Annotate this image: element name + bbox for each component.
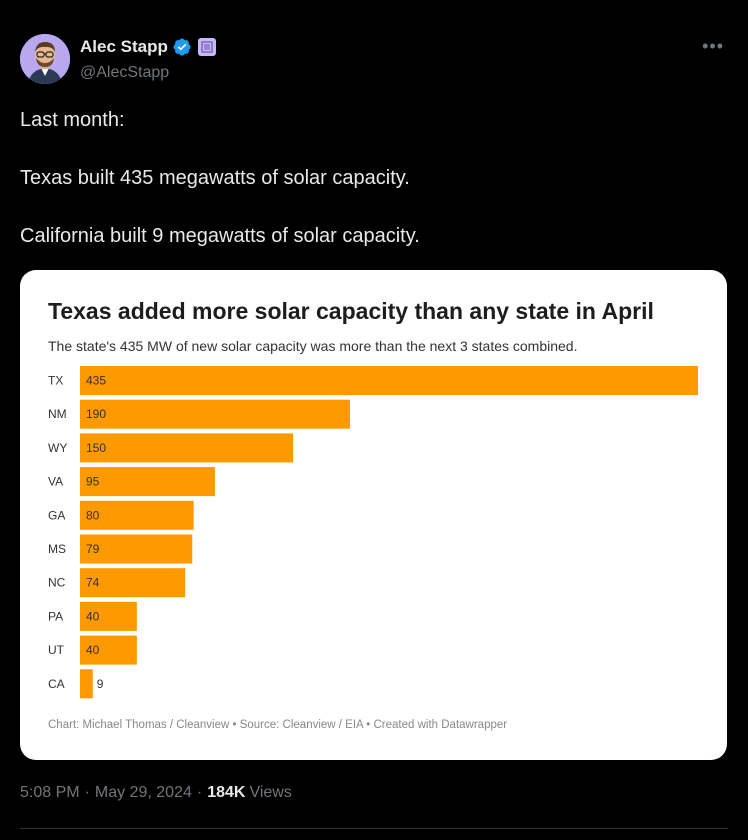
- value-label-va: 95: [86, 475, 100, 489]
- chart-subtitle: The state's 435 MW of new solar capacity…: [48, 338, 578, 354]
- avatar[interactable]: [20, 34, 70, 84]
- value-label-ga: 80: [86, 508, 100, 522]
- tweet-line: California built 9 megawatts of solar ca…: [20, 225, 420, 247]
- bar-ga: [80, 500, 194, 530]
- building-icon[interactable]: [197, 38, 216, 56]
- value-label-ca: 9: [97, 677, 104, 691]
- value-label-tx: 435: [86, 374, 106, 388]
- bar-ms: [80, 534, 193, 564]
- bar-ca: [80, 669, 93, 699]
- views-count: 184K: [207, 784, 246, 801]
- category-label-ca: CA: [48, 677, 65, 691]
- bar-ut: [80, 635, 137, 665]
- category-label-pa: PA: [48, 609, 63, 623]
- category-label-nc: NC: [48, 576, 66, 590]
- bar-va: [80, 467, 215, 497]
- chart-source: Chart: Michael Thomas / Cleanview • Sour…: [48, 719, 508, 731]
- more-horizontal-icon[interactable]: •••: [702, 36, 724, 56]
- bar-nm: [80, 399, 350, 429]
- author-name-row: Alec Stapp: [80, 37, 216, 57]
- bar-pa: [80, 601, 137, 631]
- views-label: Views: [249, 784, 292, 801]
- value-label-ut: 40: [86, 643, 100, 657]
- tweet-text: Last month: Texas built 435 megawatts of…: [20, 108, 720, 248]
- bar-wy: [80, 433, 294, 463]
- bar-nc: [80, 568, 186, 598]
- tweet-line: Texas built 435 megawatts of solar capac…: [20, 167, 410, 189]
- bar-tx: [80, 366, 698, 395]
- meta-separator: ·: [196, 784, 203, 801]
- meta-separator: ·: [84, 784, 90, 801]
- category-label-va: VA: [48, 475, 63, 489]
- author-display-name[interactable]: Alec Stapp: [80, 37, 168, 56]
- tweet-meta: 5:08 PM · May 29, 2024 · 184K Views: [20, 784, 292, 802]
- verified-badge-icon[interactable]: [172, 37, 192, 57]
- category-label-nm: NM: [48, 407, 67, 421]
- author-handle[interactable]: @AlecStapp: [80, 64, 170, 81]
- category-label-tx: TX: [48, 374, 63, 388]
- avatar-image: [20, 34, 70, 84]
- category-label-wy: WY: [48, 441, 67, 455]
- bar-chart: TX 435 NM 190 WY 150 VA 95 GA 80 MS 79 NC 74 PA 40 UT 40 C…: [48, 366, 698, 699]
- value-label-nm: 190: [86, 407, 106, 421]
- value-label-nc: 74: [86, 576, 100, 590]
- chart-card[interactable]: Texas added more solar capacity than any…: [20, 270, 727, 760]
- chart-title: Texas added more solar capacity than any…: [48, 298, 654, 324]
- divider: [20, 828, 728, 829]
- tweet-line: Last month:: [20, 109, 125, 131]
- value-label-wy: 150: [86, 441, 106, 455]
- category-label-ms: MS: [48, 542, 66, 556]
- value-label-ms: 79: [86, 542, 100, 556]
- category-label-ut: UT: [48, 643, 65, 657]
- category-label-ga: GA: [48, 508, 65, 522]
- value-label-pa: 40: [86, 609, 100, 623]
- tweet-date[interactable]: May 29, 2024: [94, 784, 192, 801]
- tweet-time[interactable]: 5:08 PM: [20, 784, 80, 801]
